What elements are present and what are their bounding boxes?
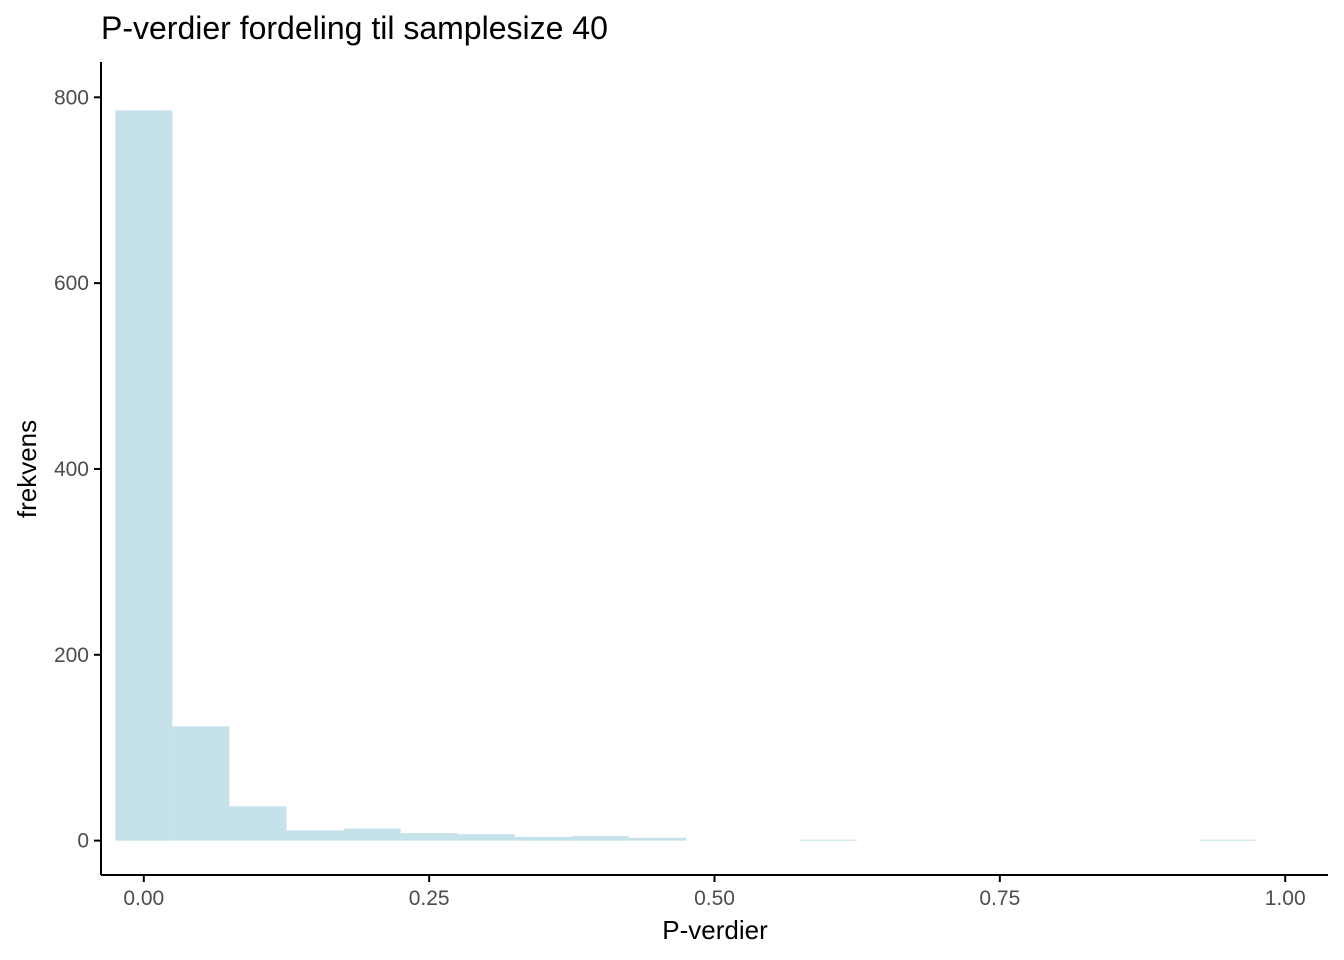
- histogram-bar: [800, 839, 858, 841]
- histogram-bar: [286, 830, 344, 841]
- bars-group: [115, 110, 1257, 841]
- x-tick-label: 1.00: [1265, 887, 1306, 910]
- histogram-bar: [628, 837, 686, 841]
- y-tick-label: 800: [54, 86, 89, 109]
- y-axis-title: frekvens: [12, 420, 42, 518]
- x-tick-label: 0.00: [123, 887, 164, 910]
- histogram-bar: [457, 834, 515, 841]
- y-tick-label: 600: [54, 272, 89, 295]
- histogram-bar: [1199, 839, 1257, 841]
- histogram-bar: [400, 833, 458, 841]
- histogram-bar: [172, 726, 230, 841]
- histogram-bar: [571, 835, 629, 841]
- y-tick-label: 0: [77, 830, 89, 853]
- y-tick-label: 400: [54, 458, 89, 481]
- y-tick-label: 200: [54, 644, 89, 667]
- x-tick-label: 0.25: [409, 887, 450, 910]
- histogram-bar: [115, 110, 173, 841]
- x-axis-title: P-verdier: [662, 915, 768, 945]
- histogram-bar: [514, 836, 572, 841]
- x-axis: 0.00 0.25 0.50 0.75 1.00: [101, 874, 1328, 910]
- x-tick-label: 0.50: [694, 887, 735, 910]
- histogram-bar: [229, 806, 287, 841]
- y-axis: 0 200 400 600 800: [54, 62, 102, 875]
- chart-title: P-verdier fordeling til samplesize 40: [101, 10, 608, 46]
- histogram-bar: [343, 828, 401, 841]
- x-tick-label: 0.75: [979, 887, 1020, 910]
